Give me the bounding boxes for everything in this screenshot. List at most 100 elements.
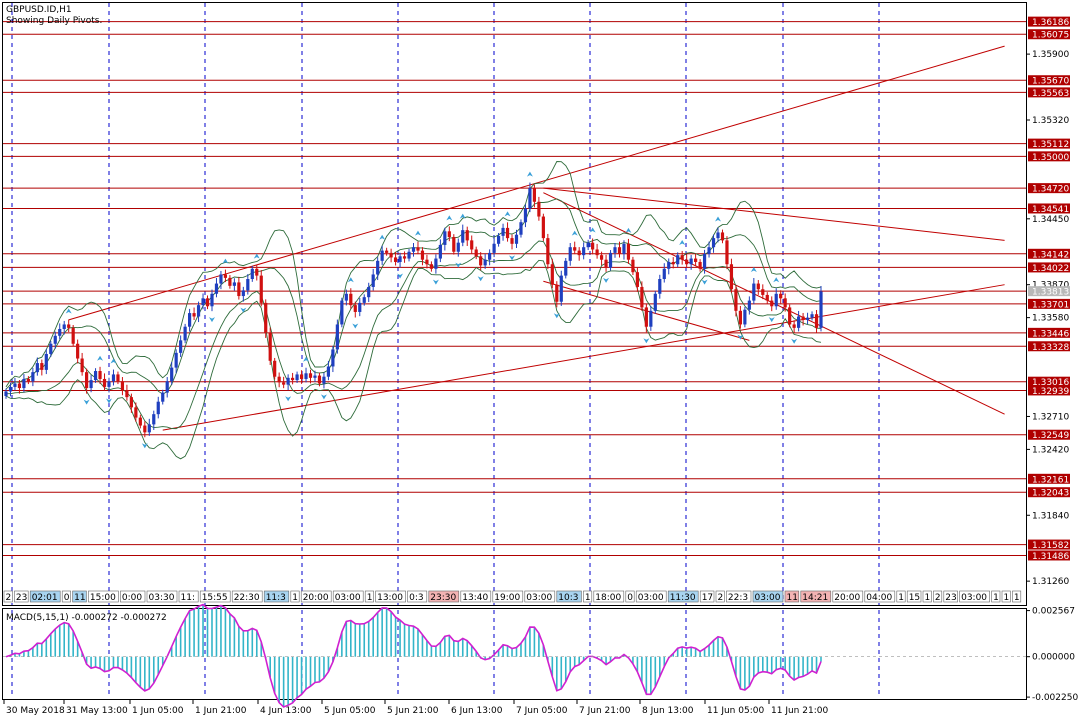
time-strip-box	[524, 590, 556, 603]
time-strip-label: 11	[787, 593, 798, 603]
candle-body	[640, 286, 644, 308]
candle-body	[644, 307, 648, 327]
time-strip-box	[61, 590, 71, 603]
time-strip-box	[178, 590, 199, 603]
candle-body	[774, 293, 778, 307]
candle-body	[80, 358, 84, 373]
time-strip-box	[1001, 590, 1011, 603]
fractal-up	[379, 234, 386, 240]
candle-body	[286, 377, 290, 385]
time-strip-label: 23	[945, 593, 956, 603]
fractal-up	[526, 171, 533, 177]
candle-body	[62, 324, 66, 329]
fractal-up	[446, 215, 453, 221]
time-strip-label: 1	[925, 593, 931, 603]
candle-body	[407, 251, 411, 259]
candle-body	[246, 279, 250, 291]
candle-body	[573, 247, 577, 251]
rising-channel-bottom	[162, 284, 1005, 431]
pivot-price-box	[1028, 87, 1070, 98]
candle-body	[183, 326, 187, 341]
macd-tick-label: -0.002250	[1032, 693, 1078, 703]
candle-body	[559, 275, 563, 302]
time-tick-label: 5 Jun 05:00	[324, 706, 376, 716]
fractal-up	[253, 253, 260, 259]
time-strip-box	[364, 590, 374, 603]
candle-body	[617, 247, 622, 255]
candle-body	[470, 240, 474, 250]
candle-body	[120, 381, 125, 391]
candle-body	[626, 243, 631, 260]
candle-body	[488, 252, 492, 260]
candle-body	[653, 293, 657, 311]
candle-body	[698, 261, 702, 269]
candle-body	[689, 258, 693, 265]
fractal-down	[477, 276, 484, 282]
candle-body	[447, 231, 451, 237]
pivot-price-label: 1.35563	[1032, 89, 1069, 99]
candle-body	[420, 250, 425, 260]
time-strip-box	[906, 590, 922, 603]
time-strip-box	[3, 590, 13, 603]
candle-body	[255, 268, 259, 276]
candle-body	[22, 378, 26, 389]
fractal-up	[589, 227, 596, 233]
candle-body	[456, 242, 460, 252]
candle-body	[519, 222, 523, 235]
fractal-down	[737, 334, 744, 340]
time-strip-box	[460, 590, 492, 603]
candle-body	[765, 294, 769, 301]
candle-body	[85, 372, 89, 389]
candlestick-series	[4, 182, 823, 438]
time-strip-box	[407, 590, 428, 603]
price-tick-label: 1.33870	[1032, 281, 1069, 291]
candle-body	[779, 293, 783, 299]
fractal-up	[625, 227, 632, 233]
time-strip-label: 04:00	[866, 593, 892, 603]
pivot-price-label: 1.35112	[1032, 140, 1069, 150]
candle-body	[734, 289, 738, 311]
fractal-down	[603, 277, 610, 283]
candle-body	[434, 258, 438, 269]
candle-body	[147, 424, 151, 433]
candle-body	[13, 383, 17, 387]
candle-body	[335, 324, 339, 350]
candle-body	[756, 283, 760, 290]
candle-body	[31, 372, 35, 382]
time-strip-label: 1	[1014, 593, 1020, 603]
macd-signal-line	[5, 603, 822, 708]
pivot-price-label: 1.36075	[1032, 31, 1069, 41]
time-strip-label: 17	[702, 593, 713, 603]
pivot-price-box	[1028, 29, 1070, 40]
time-strip-box	[784, 590, 800, 603]
time-strip-box	[635, 590, 667, 603]
time-strip-box	[896, 590, 906, 603]
time-strip-box	[832, 590, 864, 603]
time-strip-label: 0	[627, 593, 633, 603]
candle-body	[550, 264, 554, 285]
price-tick-label: 1.35900	[1032, 50, 1069, 60]
fractal-down	[643, 338, 650, 344]
candle-body	[371, 274, 375, 287]
pivot-price-box	[1028, 16, 1070, 27]
time-strip-box	[146, 590, 178, 603]
candle-body	[89, 380, 93, 389]
candle-body	[604, 259, 608, 268]
candle-body	[402, 256, 407, 259]
fractal-down	[105, 398, 112, 404]
candle-body	[801, 316, 805, 320]
time-strip-box	[922, 590, 932, 603]
time-strip: 2 23 02:01 0 11 15:00 0:00 03:30 11: 15:55 22:30 11…	[3, 590, 1022, 603]
candle-body	[76, 343, 80, 359]
time-strip-box	[667, 590, 699, 603]
pivot-price-label: 1.31582	[1032, 541, 1069, 551]
time-tick-label: 5 Jun 21:00	[387, 706, 439, 716]
candle-body	[716, 232, 720, 239]
time-tick-label: 11 Jun 05:00	[707, 706, 764, 716]
time-strip-box	[583, 590, 593, 603]
candle-body	[546, 238, 550, 265]
candle-body	[671, 261, 675, 265]
fractal-down	[455, 262, 462, 268]
time-strip-box	[943, 590, 958, 603]
